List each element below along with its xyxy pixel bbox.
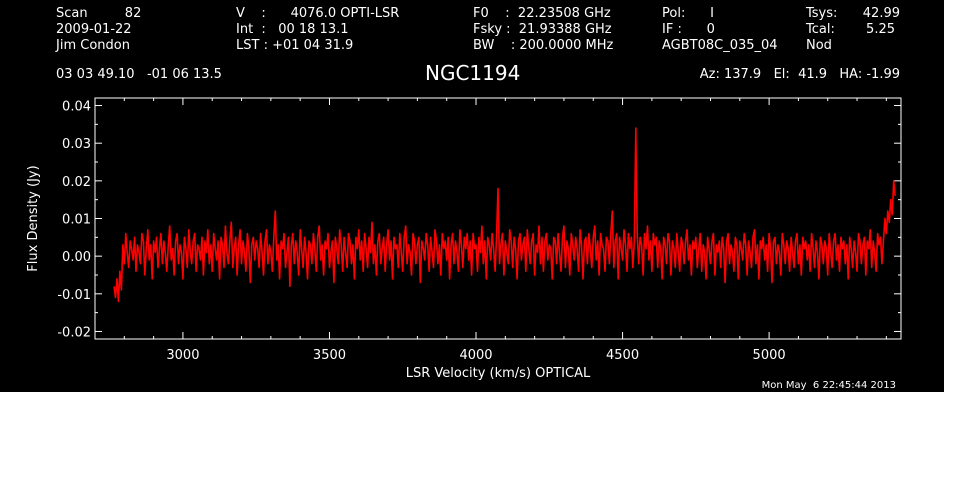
- header-scan: Scan 82: [56, 6, 142, 21]
- y-tick-label: 0.03: [62, 137, 91, 152]
- spectrum-series-line: [113, 127, 896, 303]
- header-tsys-label: Tsys:: [806, 6, 838, 21]
- x-tick-label: 5000: [753, 348, 786, 363]
- header-mode: Nod: [806, 38, 832, 53]
- timestamp: Mon May 6 22:45:44 2013: [761, 380, 896, 391]
- plot-panel: [0, 0, 944, 392]
- y-axis-label: Flux Density (Jy): [26, 165, 41, 271]
- header-observer: Jim Condon: [56, 38, 130, 53]
- source-title: NGC1194: [425, 61, 521, 85]
- header-project: AGBT08C_035_04: [662, 38, 778, 53]
- y-tick-label: 0.04: [62, 100, 91, 115]
- x-axis-label: LSR Velocity (km/s) OPTICAL: [406, 366, 591, 381]
- x-tick-label: 4000: [459, 348, 492, 363]
- header-polarization: Pol: I: [662, 6, 714, 21]
- y-tick-label: 0.01: [62, 213, 91, 228]
- x-tick-label: 3000: [166, 348, 199, 363]
- header-bandwidth: BW : 200.0000 MHz: [473, 38, 614, 53]
- x-tick-label: 3500: [313, 348, 346, 363]
- header-lst: LST : +01 04 31.9: [236, 38, 354, 53]
- y-tick-label: -0.02: [57, 325, 91, 340]
- header-integration: Int : 00 18 13.1: [236, 22, 349, 37]
- header-pointing: Az: 137.9 El: 41.9 HA: -1.99: [699, 67, 900, 82]
- x-tick-label: 4500: [606, 348, 639, 363]
- header-tcal-label: Tcal:: [806, 22, 835, 37]
- header-rest-frequency: F0 : 22.23508 GHz: [473, 6, 611, 21]
- header-velocity: V : 4076.0 OPTI-LSR: [236, 6, 400, 21]
- header-if: IF : 0: [662, 22, 715, 37]
- spectrum-chart: 3000 3500 4000 4500 5000 -0.02 -0.01 0.00 0.01 0.…: [26, 97, 902, 381]
- header-coordinates: 03 03 49.10 -01 06 13.5: [56, 67, 222, 82]
- header-sky-frequency: Fsky : 21.93388 GHz: [473, 22, 612, 37]
- header-tcal-value: 5.25: [866, 22, 895, 37]
- header-tsys-value: 42.99: [862, 6, 900, 21]
- y-tick-label: 0.02: [62, 175, 91, 190]
- header-date: 2009-01-22: [56, 22, 132, 37]
- y-tick-label: -0.01: [57, 288, 91, 303]
- y-tick-label: 0.00: [62, 250, 91, 265]
